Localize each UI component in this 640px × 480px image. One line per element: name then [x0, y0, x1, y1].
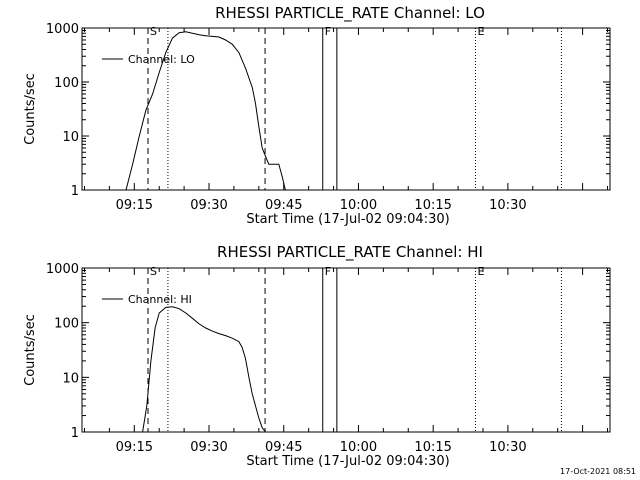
legend-label: Channel: LO — [128, 53, 195, 66]
x-tick-label-09-45: 09:45 — [265, 198, 302, 213]
event-marker-label-s: S — [150, 25, 157, 38]
x-axis-label: Start Time (17-Jul-02 09:04:30) — [246, 212, 449, 227]
event-marker-label-e: E — [478, 25, 485, 38]
x-tick-label-10-15: 10:15 — [414, 198, 451, 213]
x-axis-label: Start Time (17-Jul-02 09:04:30) — [246, 454, 449, 469]
y-tick-label-1000: 1000 — [46, 262, 79, 277]
y-tick-label-10: 10 — [62, 371, 79, 386]
y-axis-label: Counts/sec — [23, 73, 38, 145]
series-line-channel-lo — [125, 31, 286, 191]
y-tick-label-1: 1 — [71, 184, 79, 199]
panel-lo: RHESSI PARTICLE_RATE Channel: LO 1 10 100 10… — [23, 4, 611, 227]
x-tick-label-09-15: 09:15 — [116, 440, 153, 455]
x-tick-label-10-30: 10:30 — [489, 198, 526, 213]
event-marker-label-f: F — [325, 265, 331, 278]
y-tick-label-1000: 1000 — [46, 22, 79, 37]
panel-hi: RHESSI PARTICLE_RATE Channel: HI 1 10 100 10… — [23, 243, 611, 469]
y-axis-label: Counts/sec — [23, 314, 38, 386]
x-tick-label-10-30: 10:30 — [489, 440, 526, 455]
chart-title: RHESSI PARTICLE_RATE Channel: HI — [217, 243, 483, 262]
event-marker-label-s: S — [150, 265, 157, 278]
x-tick-label-09-45: 09:45 — [265, 440, 302, 455]
event-marker-label-f: F — [325, 25, 331, 38]
y-tick-label-100: 100 — [54, 76, 79, 91]
plot-frame — [81, 267, 611, 433]
x-tick-label-09-15: 09:15 — [116, 198, 153, 213]
series-line-channel-hi — [142, 306, 266, 433]
y-tick-label-1: 1 — [71, 426, 79, 441]
event-marker-label-e: E — [478, 265, 485, 278]
x-tick-label-10-15: 10:15 — [414, 440, 451, 455]
x-tick-label-10-00: 10:00 — [340, 440, 377, 455]
chart-title: RHESSI PARTICLE_RATE Channel: LO — [215, 4, 485, 23]
footer-timestamp: 17-Oct-2021 08:51 — [560, 467, 636, 476]
x-tick-label-09-30: 09:30 — [190, 198, 227, 213]
y-tick-label-100: 100 — [54, 317, 79, 332]
legend-label: Channel: HI — [128, 293, 192, 306]
x-tick-label-09-30: 09:30 — [190, 440, 227, 455]
plot-frame — [81, 27, 611, 191]
x-tick-label-10-00: 10:00 — [340, 198, 377, 213]
y-tick-label-10: 10 — [62, 130, 79, 145]
